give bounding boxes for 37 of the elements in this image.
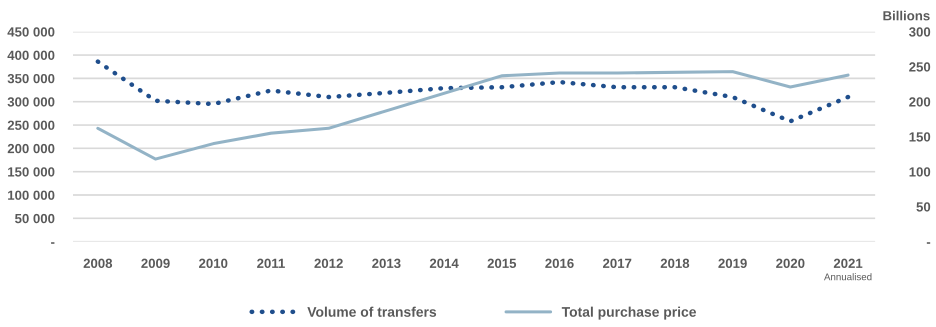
x-tick-label: 2019 [718, 258, 747, 268]
legend-label: Volume of transfers [307, 306, 436, 317]
y2-tick-label: 100 [910, 167, 930, 177]
y2-tick-label: 250 [909, 62, 930, 72]
y2-tick-label: 50 [916, 202, 930, 212]
y-tick-label: 450 000 [7, 27, 54, 37]
y2-tick-label: 200 [909, 97, 930, 107]
y-tick-label: 100 000 [8, 190, 54, 200]
y-tick-label: 200 000 [8, 144, 54, 154]
y-tick-label: 250 000 [8, 120, 54, 130]
y2-tick-label: - [926, 242, 930, 244]
y-tick-label: 150 000 [8, 167, 54, 177]
x-tick-label: 2010 [199, 258, 228, 268]
x-tick-label: 2021 [834, 258, 862, 268]
x-tick-label: 2014 [430, 258, 459, 268]
x-tick-label: 2013 [372, 258, 401, 268]
x-tick-label: 2020 [776, 258, 804, 268]
line-series [96, 59, 850, 124]
legend-label: Total purchase price [562, 306, 696, 320]
y-tick-label: 300 000 [8, 97, 54, 107]
x-tick-label: 2008 [84, 258, 112, 268]
x-tick-label: 2009 [141, 258, 170, 268]
y2-tick-label: 300 [909, 27, 930, 37]
y-tick-label: - [51, 242, 54, 244]
y-tick-label: 400 000 [7, 50, 54, 60]
y-tick-label: 350 000 [8, 74, 54, 84]
text: Annualised [824, 273, 872, 280]
y2-axis-title: Billions [883, 10, 930, 20]
x-tick-label: 2017 [602, 258, 632, 268]
x-tick-label: 2018 [660, 258, 690, 268]
x-tick-label: 2011 [257, 258, 285, 268]
x-tick-label: 2012 [314, 258, 343, 268]
y2-tick-label: 150 [910, 132, 930, 142]
x-tick-label: 2015 [488, 258, 516, 268]
x-tick-label: 2016 [545, 258, 574, 268]
line-series [96, 70, 850, 161]
y-tick-label: 50 000 [15, 214, 54, 224]
